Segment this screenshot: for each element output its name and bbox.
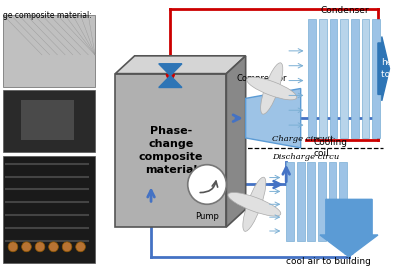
FancyBboxPatch shape (309, 19, 316, 138)
Circle shape (35, 242, 45, 252)
FancyBboxPatch shape (319, 19, 327, 138)
FancyBboxPatch shape (3, 15, 95, 86)
Text: heat
to a: heat to a (381, 58, 401, 79)
Text: cool air to building: cool air to building (286, 257, 371, 266)
Text: Discharge circu: Discharge circu (272, 153, 339, 161)
FancyBboxPatch shape (330, 19, 337, 138)
FancyBboxPatch shape (3, 156, 95, 263)
FancyArrow shape (320, 199, 378, 257)
Polygon shape (159, 64, 182, 76)
Text: Pump: Pump (195, 212, 219, 221)
FancyBboxPatch shape (351, 19, 358, 138)
FancyBboxPatch shape (3, 90, 95, 152)
Circle shape (188, 165, 226, 204)
FancyBboxPatch shape (115, 74, 226, 227)
FancyBboxPatch shape (339, 162, 347, 241)
Text: ge composite material:: ge composite material: (3, 11, 92, 20)
FancyBboxPatch shape (318, 162, 326, 241)
Polygon shape (246, 89, 301, 148)
Text: Phase-
change
composite
material: Phase- change composite material (139, 126, 203, 175)
Circle shape (8, 242, 18, 252)
FancyBboxPatch shape (329, 162, 337, 241)
Polygon shape (115, 56, 246, 74)
Polygon shape (159, 76, 182, 87)
FancyBboxPatch shape (21, 100, 74, 140)
FancyBboxPatch shape (286, 162, 294, 241)
Circle shape (62, 242, 72, 252)
Text: Condenser: Condenser (321, 6, 369, 15)
Ellipse shape (247, 77, 297, 100)
FancyBboxPatch shape (340, 19, 348, 138)
Circle shape (49, 242, 58, 252)
FancyBboxPatch shape (362, 19, 369, 138)
FancyBboxPatch shape (307, 162, 315, 241)
Text: Compressor: Compressor (237, 73, 287, 83)
Circle shape (76, 242, 85, 252)
Ellipse shape (243, 177, 266, 231)
FancyBboxPatch shape (297, 162, 305, 241)
Ellipse shape (261, 63, 283, 114)
Text: Cooling
coil: Cooling coil (313, 138, 347, 158)
FancyBboxPatch shape (372, 19, 380, 138)
Text: Charge circuit: Charge circuit (272, 135, 333, 143)
Polygon shape (226, 56, 246, 227)
FancyArrow shape (378, 36, 390, 101)
Circle shape (21, 242, 31, 252)
Ellipse shape (228, 193, 281, 216)
